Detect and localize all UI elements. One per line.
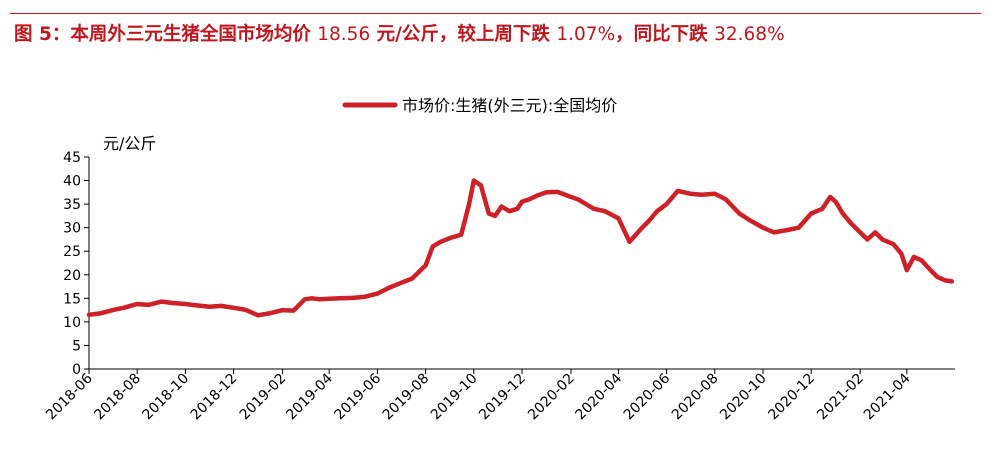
legend-label: 市场价:生猪(外三元):全国均价: [402, 96, 617, 115]
x-tick-label: 2020-10: [717, 371, 770, 424]
title-mid-2: ，同比下跌: [615, 24, 715, 45]
x-tick-label: 2018-12: [188, 371, 241, 424]
x-tick-label: 2020-02: [525, 371, 578, 424]
x-tick-label: 2018-10: [140, 371, 193, 424]
y-tick-label: 10: [63, 315, 81, 331]
title-prefix: 图 5：本周外三元生猪全国市场均价: [14, 24, 318, 45]
y-tick-label: 45: [63, 150, 81, 166]
y-tick-label: 15: [63, 291, 81, 307]
figure-title: 图 5：本周外三元生猪全国市场均价 18.56 元/公斤，较上周下跌 1.07%…: [14, 20, 785, 50]
header-rule: [10, 13, 981, 14]
series-line: [86, 178, 955, 318]
y-tick-label: 35: [63, 197, 81, 213]
yoy-change-value: 32.68%: [714, 24, 785, 45]
y-tick-label: 5: [72, 338, 81, 354]
x-tick-label: 2019-08: [380, 371, 433, 424]
x-tick-label: 2019-12: [476, 371, 529, 424]
y-tick-label: 0: [72, 362, 81, 378]
y-axis: 0 5 10 15 20 25 30 35 40 45: [63, 150, 90, 378]
y-tick-label: 20: [63, 268, 81, 284]
x-tick-label: 2019-10: [428, 371, 481, 424]
x-tick-label: 2019-02: [237, 371, 290, 424]
y-tick-label: 40: [63, 174, 81, 190]
x-tick-label: 2020-12: [765, 371, 818, 424]
x-tick-label: 2021-04: [861, 370, 914, 423]
x-axis: 2018-062018-082018-102018-122019-022019-…: [43, 368, 955, 424]
title-mid-1: 元/公斤，较上周下跌: [370, 24, 557, 45]
y-axis-unit: 元/公斤: [103, 134, 156, 153]
x-tick-label: 2020-06: [621, 370, 674, 423]
price-value: 18.56: [317, 24, 371, 45]
x-tick-label: 2018-08: [91, 371, 144, 424]
x-tick-label: 2018-06: [43, 370, 96, 423]
x-tick-label: 2020-08: [669, 371, 722, 424]
legend: 市场价:生猪(外三元):全国均价: [342, 96, 617, 115]
y-tick-label: 30: [63, 221, 81, 237]
x-tick-label: 2019-06: [332, 370, 385, 423]
x-tick-label: 2020-04: [573, 370, 626, 423]
x-tick-label: 2019-04: [283, 370, 336, 423]
y-tick-label: 25: [63, 244, 81, 260]
wow-change-value: 1.07%: [556, 24, 616, 45]
x-tick-label: 2021-02: [814, 371, 867, 424]
